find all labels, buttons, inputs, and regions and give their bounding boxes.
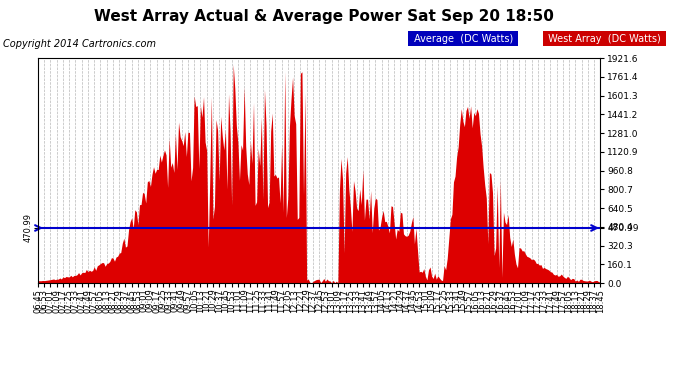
Text: West Array  (DC Watts): West Array (DC Watts)	[545, 34, 664, 44]
Text: Average  (DC Watts): Average (DC Watts)	[411, 34, 516, 44]
Text: Copyright 2014 Cartronics.com: Copyright 2014 Cartronics.com	[3, 39, 157, 50]
Text: West Array Actual & Average Power Sat Sep 20 18:50: West Array Actual & Average Power Sat Se…	[95, 9, 554, 24]
